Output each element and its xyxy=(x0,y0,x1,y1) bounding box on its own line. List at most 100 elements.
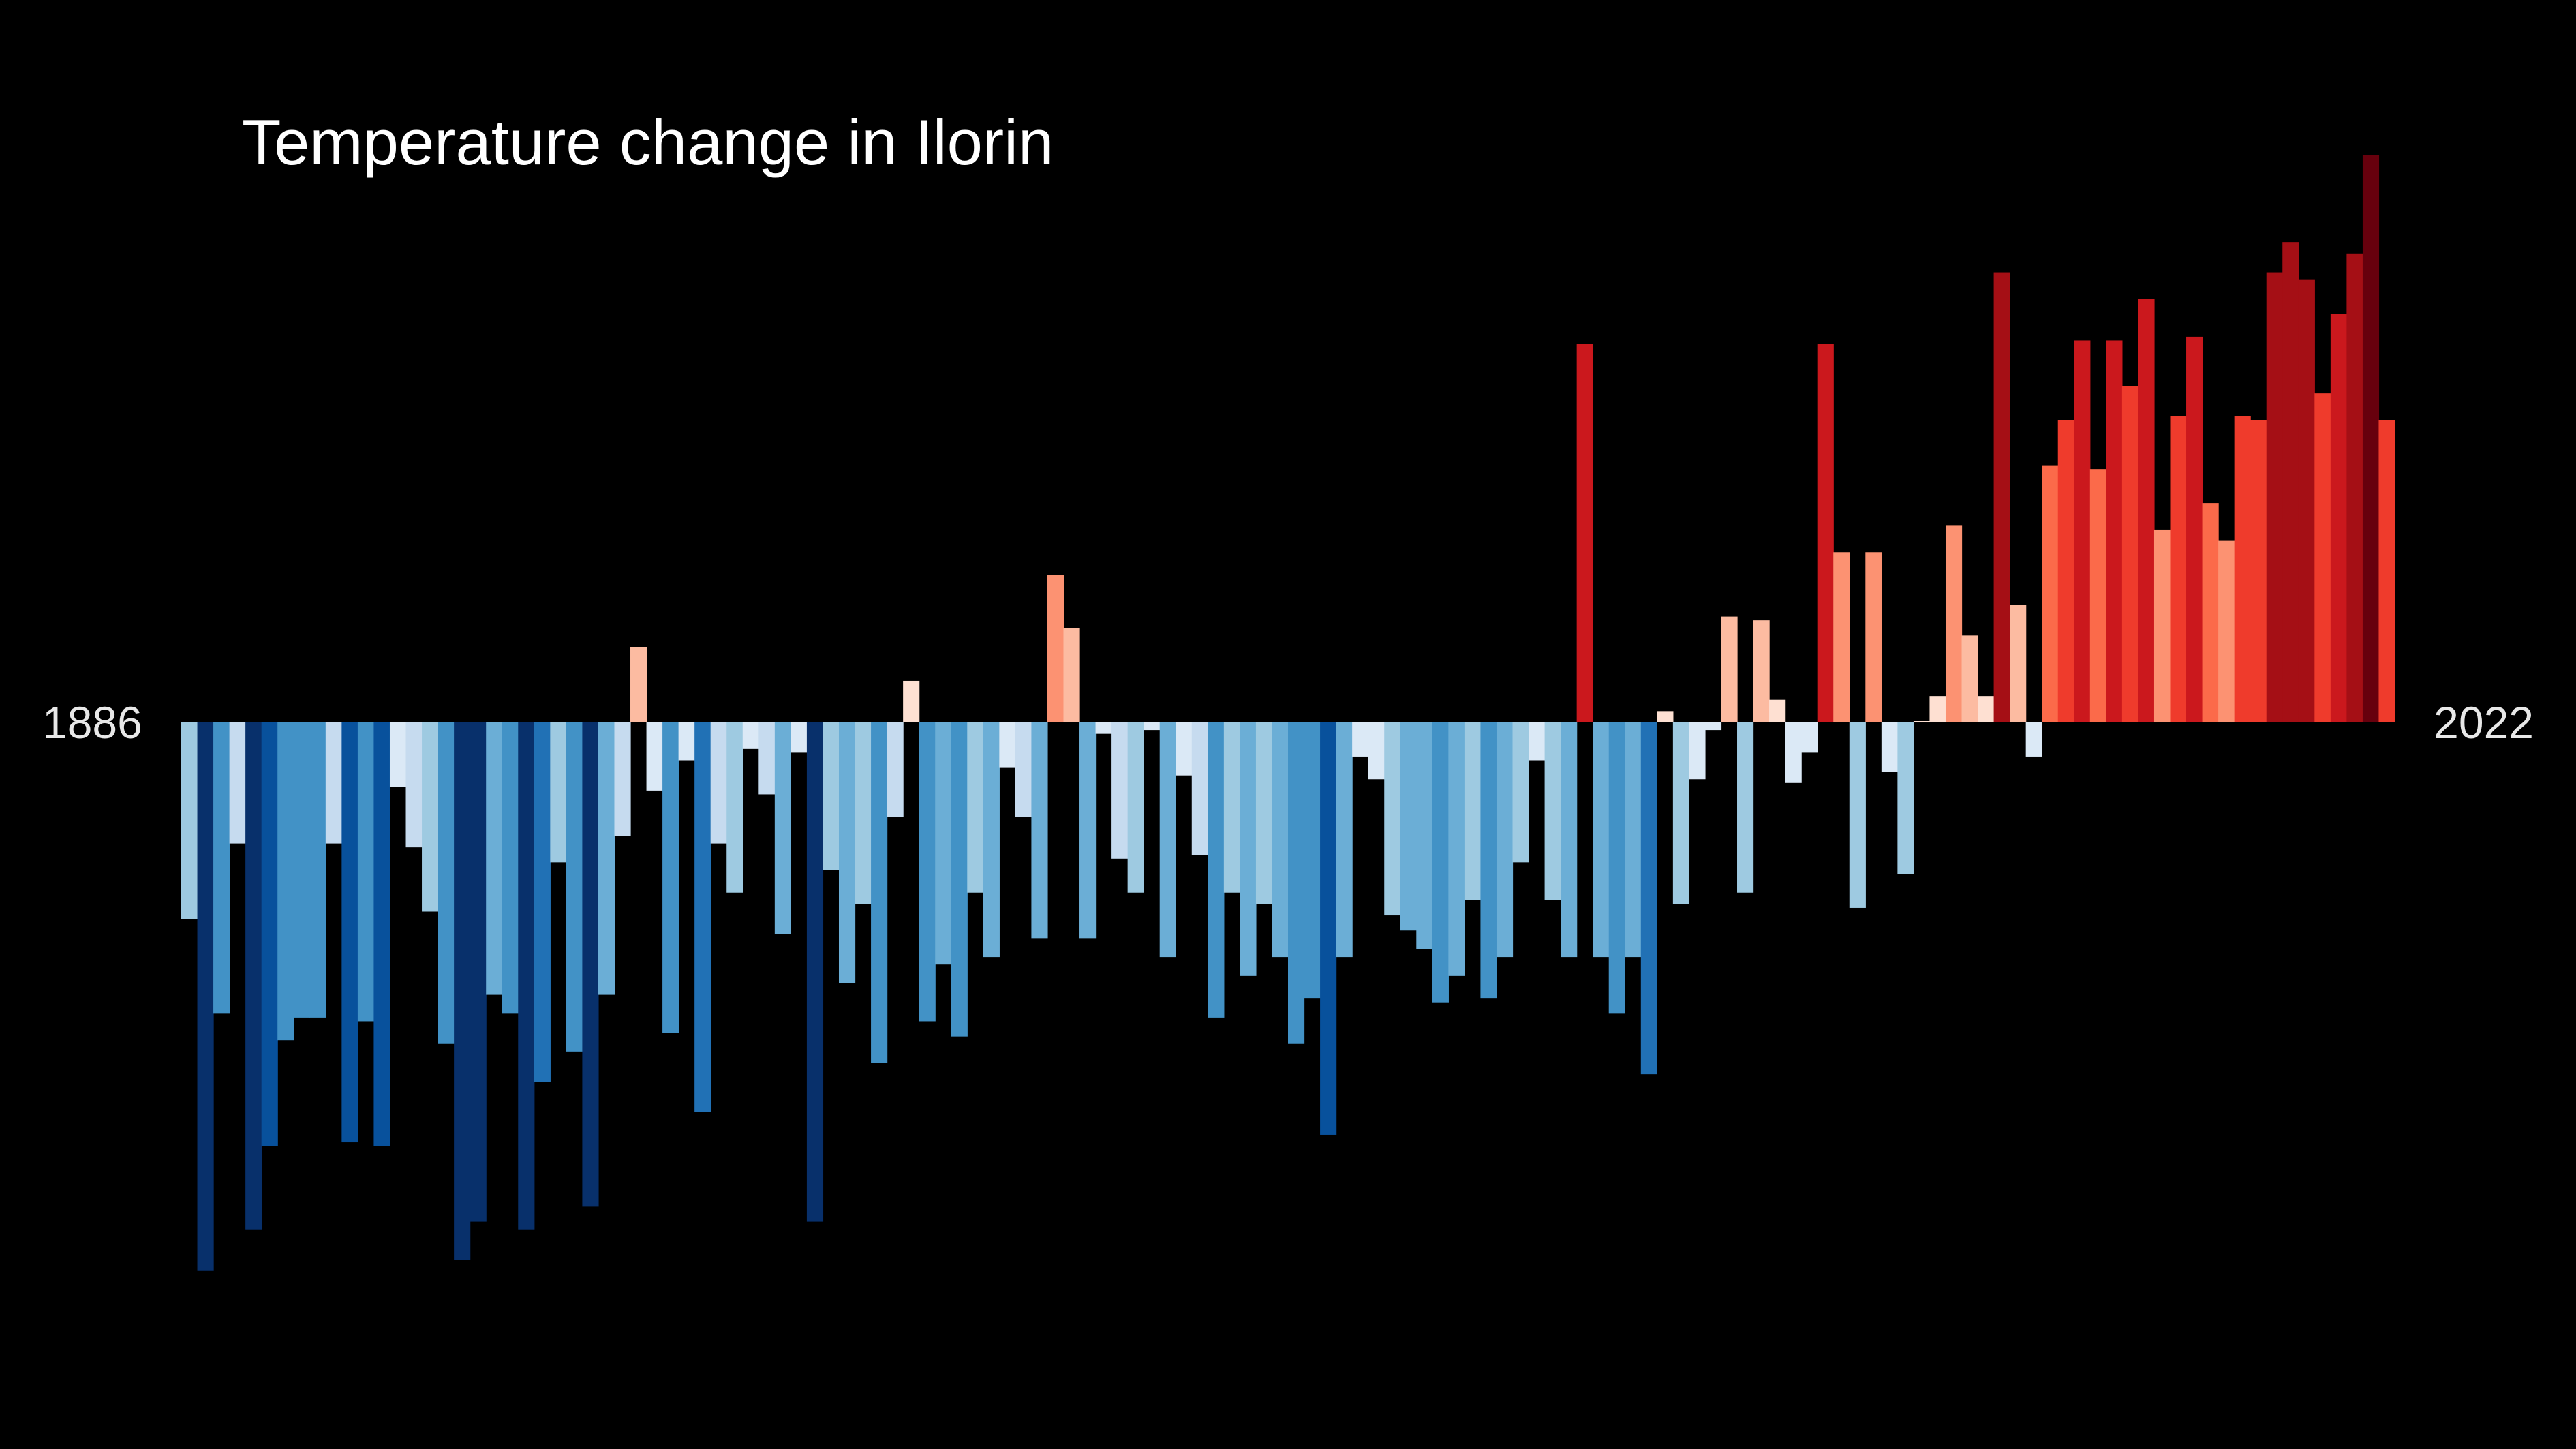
bar-1966 xyxy=(1464,722,1482,900)
bar-1973 xyxy=(1576,344,1593,722)
bar-1942 xyxy=(1079,722,1097,939)
bar-1982 xyxy=(1721,616,1738,722)
bar-1975 xyxy=(1608,722,1625,1014)
bar-2019 xyxy=(2314,393,2331,722)
bar-1948 xyxy=(1176,722,1193,776)
bar-1899 xyxy=(389,722,407,787)
bar-1910 xyxy=(566,722,583,1052)
bar-1995 xyxy=(1929,696,1946,722)
bar-1984 xyxy=(1753,620,1770,722)
bar-1959 xyxy=(1352,722,1369,757)
bar-2012 xyxy=(2202,503,2219,722)
bar-1977 xyxy=(1640,722,1657,1075)
bar-1963 xyxy=(1416,722,1433,949)
bar-1926 xyxy=(823,722,840,870)
bar-1889 xyxy=(229,722,246,844)
bar-2021 xyxy=(2346,253,2363,722)
bar-1914 xyxy=(630,647,647,722)
bar-2020 xyxy=(2330,314,2347,723)
bar-1961 xyxy=(1384,722,1401,916)
bar-1994 xyxy=(1913,721,1931,722)
bar-1997 xyxy=(1961,635,1978,722)
bar-2009 xyxy=(2153,529,2171,722)
bar-1923 xyxy=(774,722,791,934)
bar-1980 xyxy=(1689,722,1706,780)
bar-1912 xyxy=(598,722,615,995)
bar-2023 xyxy=(2378,420,2395,722)
bar-1952 xyxy=(1240,722,1257,976)
bar-1943 xyxy=(1095,722,1112,734)
bar-2014 xyxy=(2234,416,2251,722)
bar-1901 xyxy=(422,722,439,912)
bar-2007 xyxy=(2121,386,2139,722)
bar-1927 xyxy=(838,722,856,983)
bar-1909 xyxy=(550,722,567,863)
bar-1930 xyxy=(887,722,904,817)
bar-1953 xyxy=(1255,722,1273,904)
end-year-label: 2022 xyxy=(2434,697,2534,748)
bar-1934 xyxy=(951,722,968,1037)
bar-1985 xyxy=(1769,699,1786,722)
bar-1891 xyxy=(261,722,278,1146)
bar-1969 xyxy=(1512,722,1529,863)
bar-1888 xyxy=(213,722,230,1014)
bar-1990 xyxy=(1849,722,1866,908)
bar-1915 xyxy=(646,722,663,791)
bar-1913 xyxy=(614,722,631,836)
bar-2016 xyxy=(2266,272,2283,722)
bar-1895 xyxy=(325,722,342,844)
bar-1981 xyxy=(1704,722,1722,731)
bar-1954 xyxy=(1272,722,1289,958)
bar-1917 xyxy=(678,722,695,761)
bar-1936 xyxy=(983,722,1000,958)
bar-2013 xyxy=(2218,540,2235,722)
bar-1971 xyxy=(1544,722,1561,900)
bar-1976 xyxy=(1625,722,1642,958)
bar-1925 xyxy=(806,722,824,1222)
bar-1939 xyxy=(1031,722,1048,939)
start-year-label: 1886 xyxy=(42,697,142,748)
bar-1911 xyxy=(582,722,599,1207)
bar-1922 xyxy=(758,722,776,795)
bar-1960 xyxy=(1368,722,1385,780)
bar-1894 xyxy=(309,722,326,1018)
bar-1993 xyxy=(1897,722,1914,874)
bar-2000 xyxy=(2010,605,2027,722)
bar-1918 xyxy=(694,722,711,1112)
bar-1951 xyxy=(1223,722,1240,893)
bar-2005 xyxy=(2089,469,2106,722)
bar-1972 xyxy=(1561,722,1578,958)
bar-2008 xyxy=(2138,299,2155,722)
bar-1957 xyxy=(1320,722,1337,1135)
bar-2017 xyxy=(2282,242,2299,722)
bar-1928 xyxy=(855,722,872,904)
bar-1962 xyxy=(1400,722,1417,931)
bar-2002 xyxy=(2042,465,2059,722)
bar-1968 xyxy=(1496,722,1514,958)
bar-2010 xyxy=(2170,416,2187,722)
bar-1991 xyxy=(1865,552,1882,722)
bar-2003 xyxy=(2057,420,2074,722)
bar-1887 xyxy=(197,722,214,1271)
bar-1970 xyxy=(1529,722,1546,761)
bar-1903 xyxy=(454,722,471,1260)
bar-2006 xyxy=(2106,340,2123,722)
bar-1958 xyxy=(1336,722,1353,958)
bar-1898 xyxy=(373,722,390,1146)
bar-1905 xyxy=(486,722,503,995)
bar-1904 xyxy=(470,722,487,1222)
bar-1902 xyxy=(438,722,455,1044)
bar-1956 xyxy=(1304,722,1321,999)
bar-1992 xyxy=(1881,722,1898,772)
bar-1916 xyxy=(662,722,679,1033)
chart-title: Temperature change in Ilorin xyxy=(242,106,1054,178)
bar-1998 xyxy=(1978,696,1995,722)
bar-1945 xyxy=(1127,722,1144,893)
bar-1947 xyxy=(1159,722,1176,958)
bar-1986 xyxy=(1785,722,1802,783)
bar-1965 xyxy=(1448,722,1465,976)
bar-1935 xyxy=(967,722,984,893)
bar-1920 xyxy=(726,722,743,893)
bar-1989 xyxy=(1833,552,1850,722)
